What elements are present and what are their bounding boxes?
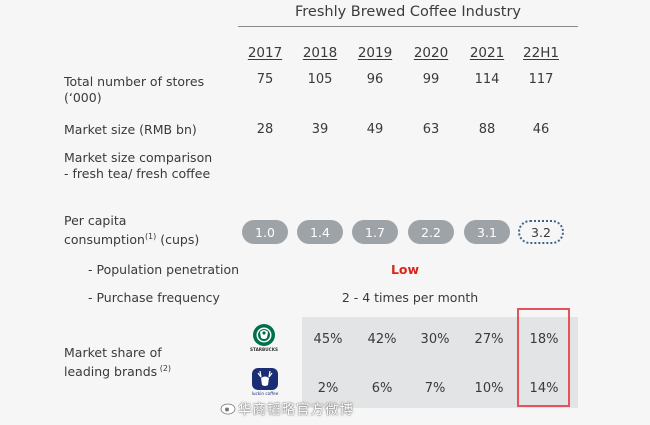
stores-label-line1: Total number of stores: [64, 74, 205, 89]
title-divider: [238, 26, 578, 27]
highlight-frame: [517, 308, 570, 407]
year-header: 2021: [469, 45, 505, 61]
market-share-label-line2: leading brands (2): [64, 361, 171, 380]
table-title: Freshly Brewed Coffee Industry: [295, 4, 521, 20]
comparison-label: Market size comparison - fresh tea/ fres…: [64, 150, 212, 182]
footnote-marker: (1): [144, 232, 157, 241]
footnote-marker: (2): [157, 364, 172, 373]
per-capita-pill: 2.2: [408, 220, 454, 244]
starbucks-share: 27%: [474, 332, 504, 347]
per-capita-pill: 1.0: [242, 220, 288, 244]
market-size-label: Market size (RMB bn): [64, 122, 197, 137]
market-size-value: 28: [256, 122, 274, 137]
per-capita-pill-forecast: 3.2: [518, 220, 564, 244]
per-capita-label-line2: consumption(1) (cups): [64, 229, 199, 248]
stores-value: 114: [474, 72, 500, 87]
frequency-value: 2 - 4 times per month: [341, 290, 479, 305]
year-header: 2019: [357, 45, 393, 61]
penetration-value: Low: [390, 262, 420, 277]
penetration-label: - Population penetration: [88, 262, 240, 277]
market-size-value: 39: [311, 122, 329, 137]
comparison-label-line2: - fresh tea/ fresh coffee: [64, 166, 211, 181]
stores-label: Total number of stores (‘000): [64, 74, 204, 106]
per-capita-label-text: consumption: [64, 232, 145, 248]
stores-value: 96: [366, 72, 384, 87]
stores-value: 99: [422, 72, 440, 87]
luckin-logo-text: luckin coffee: [252, 391, 279, 396]
per-capita-label: Per capita consumption(1) (cups): [64, 213, 199, 248]
comparison-label-line1: Market size comparison: [64, 150, 213, 165]
year-header: 2018: [302, 45, 338, 61]
year-header: 2020: [413, 45, 449, 61]
starbucks-logo-text: STARBUCKS: [250, 347, 278, 352]
year-header: 22H1: [523, 45, 559, 61]
starbucks-logo-icon: STARBUCKS: [249, 322, 279, 352]
per-capita-pill: 1.4: [297, 220, 343, 244]
stores-label-line2: (‘000): [64, 90, 102, 105]
market-share-box: [302, 317, 578, 408]
starbucks-share: 45%: [313, 332, 343, 347]
weibo-icon: [220, 400, 238, 415]
luckin-logo-icon: luckin coffee: [249, 366, 281, 396]
starbucks-share: 18%: [529, 332, 559, 347]
luckin-share: 14%: [529, 381, 559, 396]
market-share-label-text: leading brands: [64, 364, 158, 380]
luckin-share: 10%: [474, 381, 504, 396]
luckin-share: 7%: [424, 381, 446, 396]
market-size-value: 49: [366, 122, 384, 137]
frequency-label: - Purchase frequency: [88, 290, 220, 305]
market-share-label: Market share of leading brands (2): [64, 345, 171, 380]
per-capita-label-line1: Per capita: [64, 213, 127, 228]
stores-value: 75: [256, 72, 274, 87]
market-size-value: 63: [422, 122, 440, 137]
market-size-value: 46: [532, 122, 550, 137]
stores-value: 117: [528, 72, 554, 87]
stores-value: 105: [307, 72, 333, 87]
market-share-label-line1: Market share of: [64, 345, 162, 360]
per-capita-pill: 3.1: [464, 220, 510, 244]
per-capita-pill: 1.7: [352, 220, 398, 244]
starbucks-share: 30%: [420, 332, 450, 347]
luckin-share: 2%: [317, 381, 339, 396]
per-capita-unit: (cups): [156, 232, 200, 248]
starbucks-share: 42%: [367, 332, 397, 347]
watermark: 华商韬略官方微博: [238, 402, 354, 418]
market-size-value: 88: [478, 122, 496, 137]
luckin-share: 6%: [371, 381, 393, 396]
year-header: 2017: [247, 45, 283, 61]
